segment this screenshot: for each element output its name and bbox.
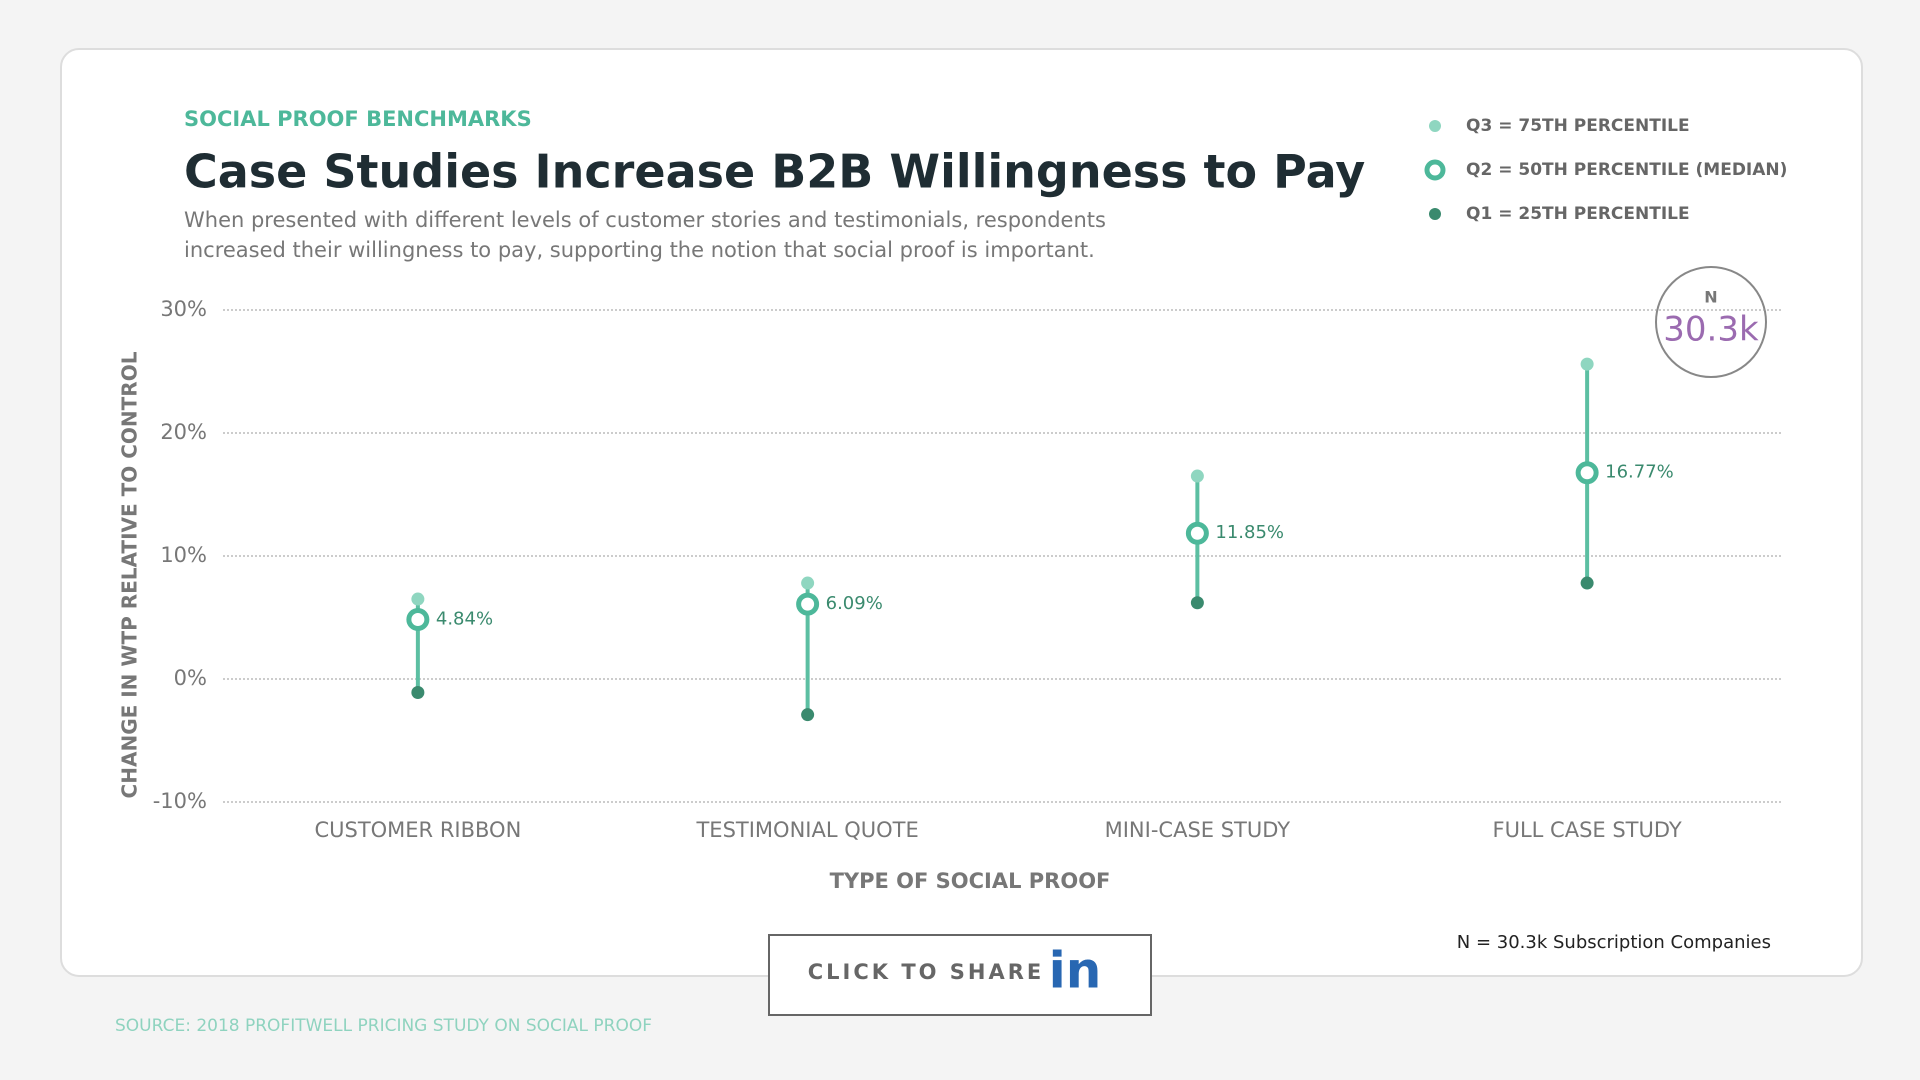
y-tick-label: 30% [160,297,207,321]
median-marker [1575,461,1599,485]
x-tick-label: FULL CASE STUDY [1493,818,1682,842]
share-button[interactable] [768,934,1152,1016]
quartile-marker [801,576,815,590]
subtitle: When presented with different levels of … [184,208,1106,262]
x-tick-label: MINI-CASE STUDY [1105,818,1291,842]
legend-label: Q3 = 75TH PERCENTILE [1466,116,1690,136]
share-label[interactable]: CLICK TO SHARE [808,960,1045,984]
value-label: 4.84% [436,608,493,629]
value-label: 6.09% [826,593,883,614]
footnote: N = 30.3k Subscription Companies [1457,932,1771,953]
x-tick-label: CUSTOMER RIBBON [314,818,521,842]
value-label: 16.77% [1605,462,1674,483]
legend-marker [1429,120,1441,132]
quartile-marker [411,686,425,700]
quartile-marker [801,708,815,722]
y-axis-label: CHANGE IN WTP RELATIVE TO CONTROL [118,351,142,798]
legend-label: Q2 = 50TH PERCENTILE (MEDIAN) [1466,160,1787,180]
legend-label: Q1 = 25TH PERCENTILE [1466,204,1690,224]
badge-value: 30.3k [1663,310,1759,350]
median-marker [406,607,430,631]
quartile-marker [1190,469,1204,483]
y-tick-label: -10% [153,789,207,813]
median-marker [1185,521,1209,545]
quartile-marker [1580,576,1594,590]
x-tick-label: TESTIMONIAL QUOTE [695,818,918,842]
badge [1655,266,1767,378]
value-label: 11.85% [1215,522,1284,543]
y-tick-label: 0% [174,666,207,690]
chart-title: Case Studies Increase B2B Willingness to… [184,145,1365,199]
x-axis-label: TYPE OF SOCIAL PROOF [830,869,1111,893]
badge-label: N [1704,288,1717,307]
y-tick-label: 20% [160,420,207,444]
legend-marker [1429,208,1441,220]
legend-marker [1424,159,1446,181]
linkedin-icon[interactable]: in [1049,942,1102,1000]
y-tick-label: 10% [160,543,207,567]
quartile-marker [411,592,425,606]
median-marker [796,592,820,616]
source: SOURCE: 2018 PROFITWELL PRICING STUDY ON… [115,1016,652,1036]
quartile-marker [1190,596,1204,610]
quartile-marker [1580,357,1594,371]
eyebrow: SOCIAL PROOF BENCHMARKS [184,107,532,131]
